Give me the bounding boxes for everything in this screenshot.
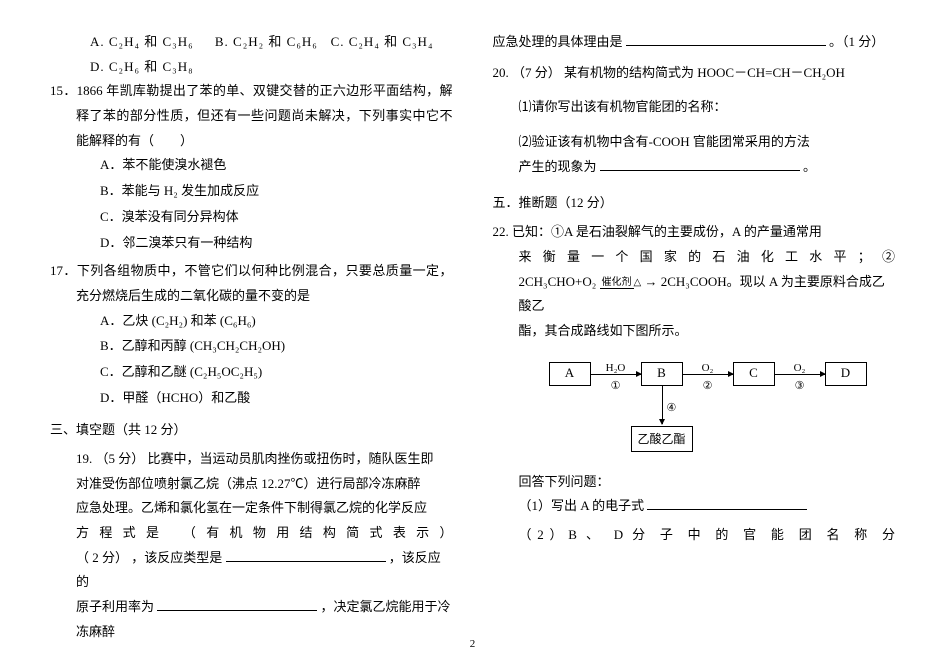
q17-stem: 下列各组物质中，不管它们以何种比例混合，只要总质量一定，充分燃烧后生成的二氧化碳… <box>76 263 452 303</box>
q15-stem: 1866 年凯库勒提出了苯的单、双键交替的正六边形平面结构，解释了苯的部分性质，… <box>76 83 453 147</box>
q19-stem1: 比赛中，当运动员肌肉挫伤或扭伤时，随队医生即 <box>148 451 434 466</box>
diagram-arrow-4 <box>662 386 663 424</box>
diagram-ester-box: 乙酸乙酯 <box>631 426 693 453</box>
q20-sub1: ⑴请你写出该有机物官能团的名称： <box>493 95 896 120</box>
q19-stem2: 对准受伤部位喷射氯乙烷（沸点 12.27℃）进行局部冷冻麻醉 <box>76 472 453 497</box>
synthesis-diagram: A B C D H₂O ① O₂ ② O₂ ③ ④ 乙酸乙酯 <box>549 352 889 462</box>
q19-cont-b: 。（1 分） <box>829 34 884 49</box>
q14-opt-c: C. C₂H₄ 和 C₃H₄ <box>331 34 434 49</box>
q22-answer-intro: 回答下列问题： <box>519 470 896 495</box>
q20-sub2c: 。 <box>803 159 816 174</box>
q15-choice-c: C．溴苯没有同分异构体 <box>100 205 453 230</box>
q19-stem4a: 方程式是 <box>76 525 169 540</box>
q15-choice-a: A．苯不能使溴水褪色 <box>100 153 453 178</box>
q17-choices: A．乙炔 (C₂H₂) 和苯 (C₆H₆) B．乙醇和丙醇 (CH₃CH₂CH₂… <box>50 309 453 411</box>
q19-num: 19. <box>76 451 92 466</box>
q19-cont-a: 应急处理的具体理由是 <box>493 34 623 49</box>
q22-stem1a: 已知：①A 是石油裂解气的主要成份，A 的产量通常用 <box>512 224 822 239</box>
q20-num: 20. <box>493 65 509 80</box>
arrow1-under: ① <box>591 376 641 397</box>
q19-stem5b: ，该反应类型是 <box>131 550 222 565</box>
q20-stem: 某有机物的结构简式为 HOOC－CH=CH－CH₂OH <box>564 65 845 80</box>
section-3-title: 三、填空题（共 12 分） <box>50 418 453 443</box>
q22-stem3: 酯，其合成路线如下图所示。 <box>519 319 896 344</box>
q17-choice-c: C．乙醇和乙醚 (C₂H₅OC₂H₅) <box>100 360 453 385</box>
q15-choice-d: D．邻二溴苯只有一种结构 <box>100 231 453 256</box>
q19-continued: 应急处理的具体理由是 。（1 分） <box>493 30 896 55</box>
q22-sub1: （1）写出 A 的电子式 <box>519 498 645 513</box>
q17-choice-b: B．乙醇和丙醇 (CH₃CH₂CH₂OH) <box>100 334 453 359</box>
q19-points: （5 分） <box>96 451 145 466</box>
arrow3-under: ③ <box>775 376 825 397</box>
q19-stem4b: （有机物用结构简式表示） <box>183 525 453 540</box>
question-15: 15．1866 年凯库勒提出了苯的单、双键交替的正六边形平面结构，解释了苯的部分… <box>50 79 453 255</box>
diagram-node-a: A <box>549 362 591 386</box>
q22-blank-electron <box>647 497 807 510</box>
q19-stem6a: 原子利用率为 <box>76 599 154 614</box>
question-17: 17．下列各组物质中，不管它们以何种比例混合，只要总质量一定，充分燃烧后生成的二… <box>50 259 453 410</box>
q19-stem5a: （ 2 分） <box>76 550 128 565</box>
diagram-node-d: D <box>825 362 867 386</box>
page-number: 2 <box>0 634 945 655</box>
q19-stem3: 应急处理。乙烯和氯化氢在一定条件下制得氯乙烷的化学反应 <box>76 496 453 521</box>
q14-opt-d: D. C₂H₆ 和 C₃H₈ <box>90 59 194 74</box>
q20-points: （7 分） <box>512 65 561 80</box>
diagram-node-c: C <box>733 362 775 386</box>
q20-blank-phenom <box>600 158 800 171</box>
q22-num: 22. <box>493 224 509 239</box>
question-22: 22. 已知：①A 是石油裂解气的主要成份，A 的产量通常用 来衡量一个国家的石… <box>493 220 896 548</box>
arrow2-under: ② <box>683 376 733 397</box>
q20-sub2b: 产生的现象为 <box>519 159 597 174</box>
q15-num: 15． <box>50 83 77 98</box>
q22-sub2: （2）B 、 D 分 子 中 的 官 能 团 名 称 分 <box>519 523 896 548</box>
q14-opt-b: B. C₂H₂ 和 C₆H₆ <box>215 34 318 49</box>
arrow4-under: ④ <box>667 398 677 419</box>
arrow-catalyst-icon: 催化剂△ <box>600 278 642 288</box>
q19-blank-reason <box>626 33 826 46</box>
section-5-title: 五．推断题（12 分） <box>493 191 896 216</box>
question-19: 19. （5 分） 比赛中，当运动员肌肉挫伤或扭伤时，随队医生即 对准受伤部位喷… <box>50 447 453 645</box>
q15-choice-b: B．苯能与 H₂ 发生加成反应 <box>100 179 453 204</box>
q15-choices: A．苯不能使溴水褪色 B．苯能与 H₂ 发生加成反应 C．溴苯没有同分异构体 D… <box>50 153 453 255</box>
q19-blank-type <box>226 549 386 562</box>
q14-opt-a: A. C₂H₄ 和 C₃H₆ <box>90 34 194 49</box>
q17-choice-a: A．乙炔 (C₂H₂) 和苯 (C₆H₆) <box>100 309 453 334</box>
q17-choice-d: D．甲醛（HCHO）和乙酸 <box>100 386 453 411</box>
left-column: A. C₂H₄ 和 C₃H₆ B. C₂H₂ 和 C₆H₆ C. C₂H₄ 和 … <box>50 30 453 639</box>
q22-stem2a: 2CH₃CHO+O₂ <box>519 274 597 289</box>
q20-sub2a: ⑵验证该有机物中含有-COOH 官能团常采用的方法 <box>519 130 896 155</box>
question-20: 20. （7 分） 某有机物的结构简式为 HOOC－CH=CH－CH₂OH ⑴请… <box>493 61 896 180</box>
q17-num: 17． <box>50 263 77 278</box>
diagram-node-b: B <box>641 362 683 386</box>
q14-options: A. C₂H₄ 和 C₃H₆ B. C₂H₂ 和 C₆H₆ C. C₂H₄ 和 … <box>50 30 453 79</box>
q22-stem1b: 来衡量一个国家的石油化工水平；② <box>519 245 896 270</box>
right-column: 应急处理的具体理由是 。（1 分） 20. （7 分） 某有机物的结构简式为 H… <box>493 30 896 639</box>
q19-blank-rate <box>157 598 317 611</box>
